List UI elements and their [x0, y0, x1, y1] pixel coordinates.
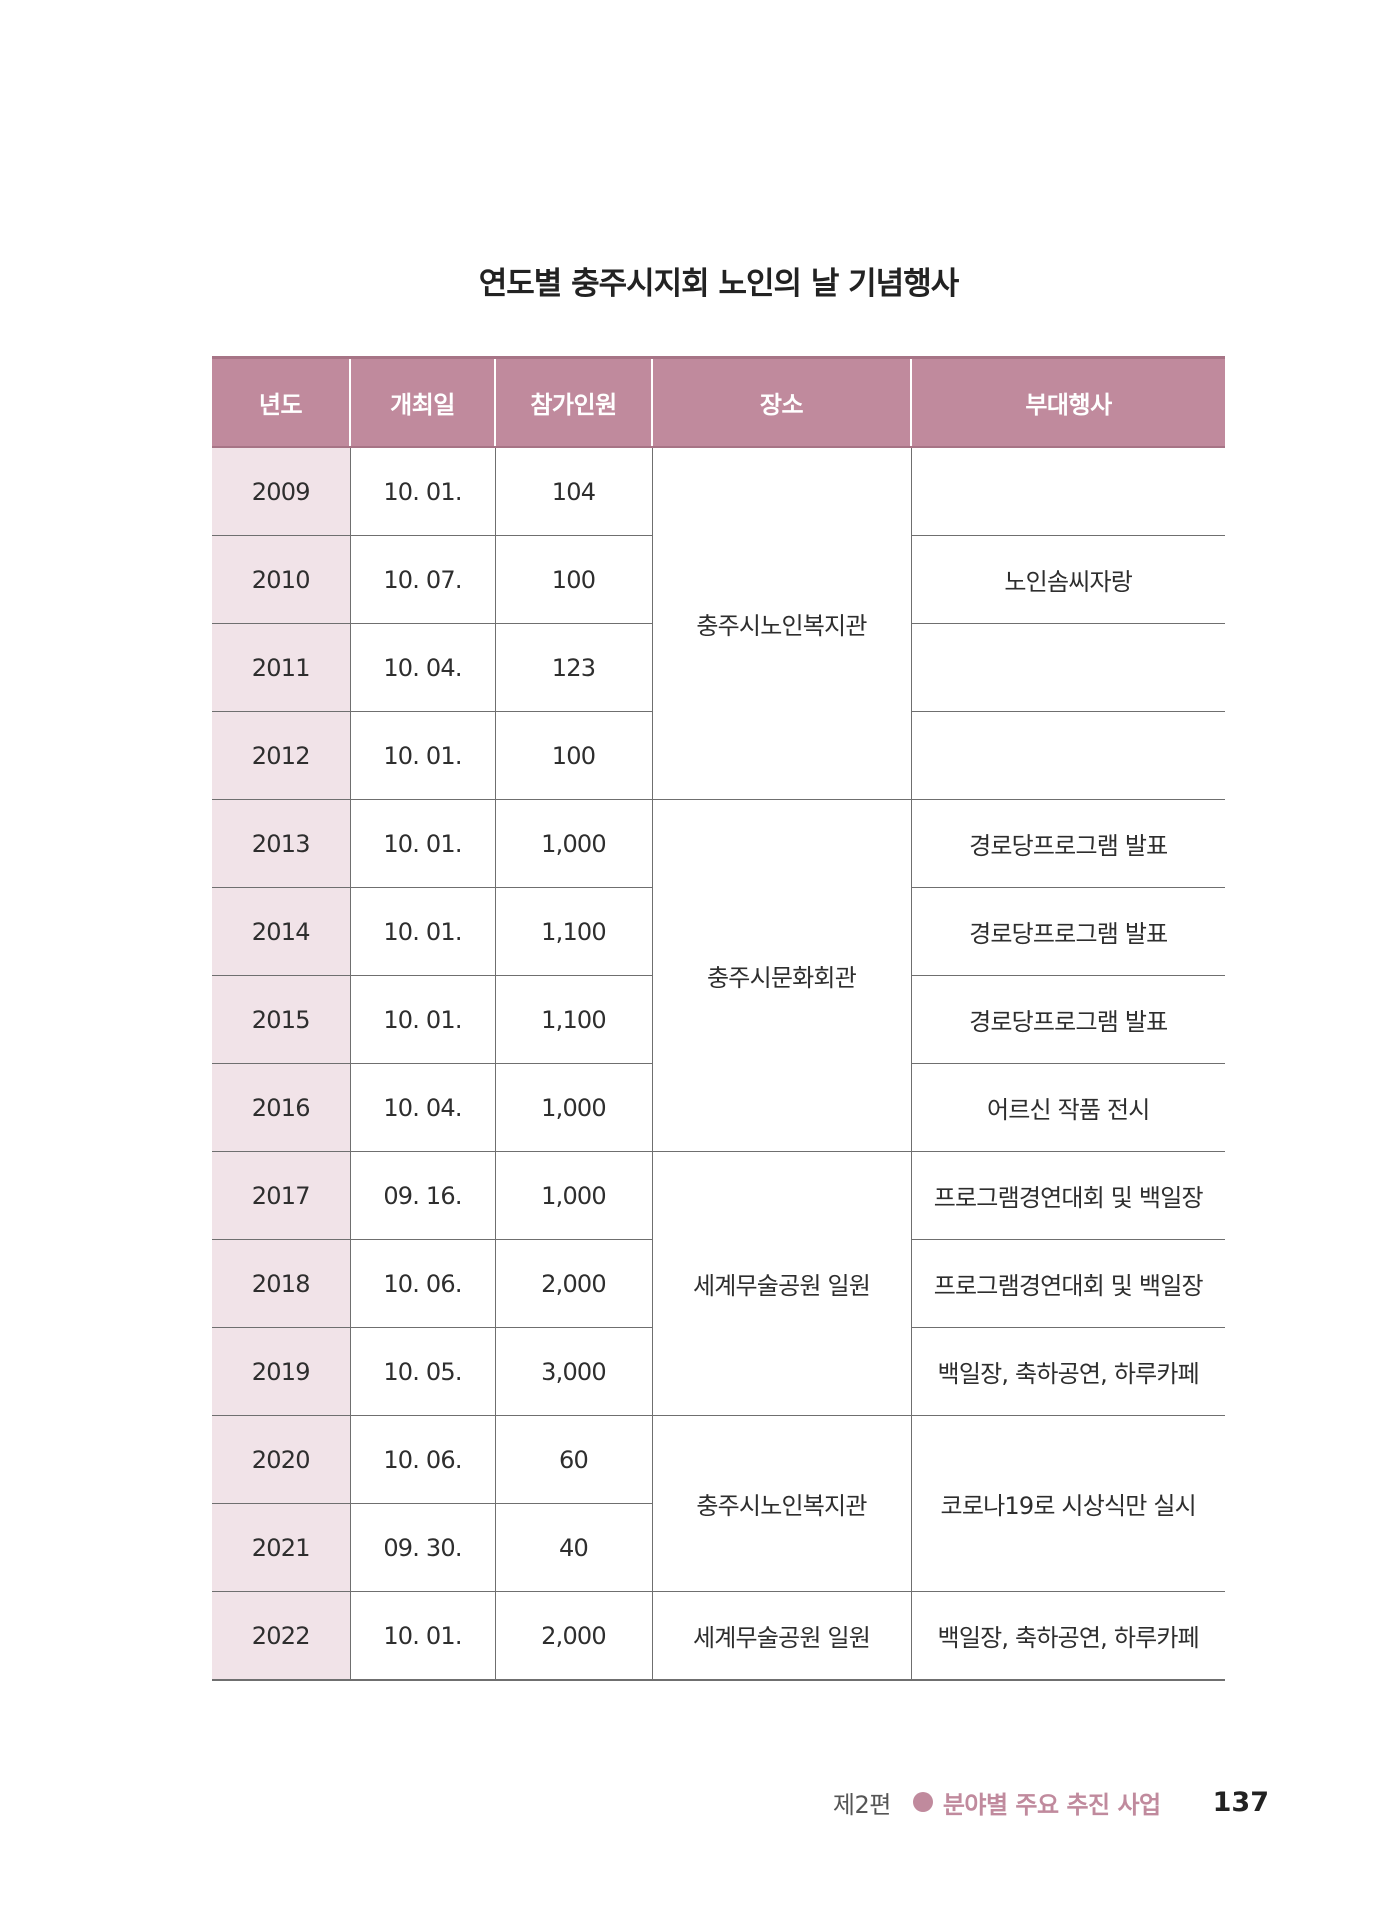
date-cell: 10. 04. [349, 1063, 496, 1152]
table-row: 2018 10. 06. 2,000 프로그램경연대회 및 백일장 [212, 1239, 1225, 1328]
table-row: 2010 10. 07. 100 노인솜씨자랑 [212, 535, 1225, 624]
venue-cell: 세계무술공원 일원 [651, 1591, 912, 1681]
page-title: 연도별 충주시지회 노인의 날 기념행사 [478, 266, 960, 302]
table-row: 2013 10. 01. 1,000 충주시문화회관 경로당프로그램 발표 [212, 799, 1225, 1152]
year-cell: 2019 [212, 1327, 351, 1416]
participants-cell: 1,100 [494, 975, 653, 1064]
date-cell: 10. 01. [349, 975, 496, 1064]
side-event-cell: 경로당프로그램 발표 [910, 887, 1225, 976]
side-event-cell [910, 446, 1225, 536]
page-footer: 제2편 분야별 주요 추진 사업 137 [833, 1782, 1269, 1822]
table-row: 2022 10. 01. 2,000 세계무술공원 일원 백일장, 축하공연, … [212, 1591, 1225, 1681]
table-header: 년도 개최일 참가인원 장소 부대행사 [212, 356, 1225, 448]
participants-cell: 100 [494, 535, 653, 624]
table-row: 2021 09. 30. 40 [212, 1503, 1225, 1592]
participants-cell: 1,100 [494, 887, 653, 976]
side-event-cell: 백일장, 축하공연, 하루카페 [910, 1327, 1225, 1416]
side-event-cell: 백일장, 축하공연, 하루카페 [910, 1591, 1225, 1681]
header-row: 년도 개최일 참가인원 장소 부대행사 [212, 356, 1225, 448]
header-venue: 장소 [651, 356, 911, 448]
year-cell: 2022 [212, 1591, 351, 1681]
year-cell: 2014 [212, 887, 351, 976]
date-cell: 10. 01. [349, 799, 496, 888]
participants-cell: 1,000 [494, 1063, 653, 1152]
year-cell: 2015 [212, 975, 351, 1064]
table-row: 2011 10. 04. 123 [212, 623, 1225, 712]
participants-cell: 3,000 [494, 1327, 653, 1416]
bullet-dot-icon [912, 1792, 933, 1812]
header-participants: 참가인원 [494, 356, 652, 448]
venue-cell: 충주시노인복지관 [651, 1415, 912, 1592]
side-event-cell [910, 623, 1225, 712]
date-cell: 10. 05. [349, 1327, 496, 1416]
participants-cell: 2,000 [494, 1591, 653, 1681]
side-event-cell [910, 711, 1225, 800]
venue-cell: 세계무술공원 일원 [651, 1151, 912, 1416]
side-event-cell: 노인솜씨자랑 [910, 535, 1225, 624]
footer-section-title: 분야별 주요 추진 사업 [942, 1790, 1161, 1819]
participants-cell: 2,000 [494, 1239, 653, 1328]
year-cell: 2011 [212, 623, 351, 712]
participants-cell: 1,000 [494, 799, 653, 888]
participants-cell: 100 [494, 711, 653, 800]
header-year: 년도 [212, 356, 350, 448]
side-event-cell: 경로당프로그램 발표 [910, 799, 1225, 888]
year-cell: 2010 [212, 535, 351, 624]
date-cell: 09. 16. [349, 1151, 496, 1240]
venue-cell: 충주시문화회관 [651, 799, 912, 1152]
year-cell: 2016 [212, 1063, 351, 1152]
page-number: 137 [1212, 1786, 1269, 1818]
date-cell: 09. 30. [349, 1503, 496, 1592]
venue-cell: 충주시노인복지관 [651, 446, 912, 800]
date-cell: 10. 04. [349, 623, 496, 712]
table-row: 2019 10. 05. 3,000 백일장, 축하공연, 하루카페 [212, 1327, 1225, 1416]
participants-cell: 40 [494, 1503, 652, 1592]
table-body: 2009 10. 01. 104 충주시노인복지관 2010 10. 07. 1… [212, 446, 1225, 1681]
year-cell: 2017 [212, 1151, 351, 1240]
table-row: 2014 10. 01. 1,100 경로당프로그램 발표 [212, 887, 1225, 976]
table-row: 2012 10. 01. 100 [212, 711, 1225, 800]
year-cell: 2013 [212, 799, 351, 888]
participants-cell: 123 [494, 623, 653, 712]
date-cell: 10. 01. [349, 446, 496, 536]
participants-cell: 1,000 [494, 1151, 653, 1240]
side-event-cell: 경로당프로그램 발표 [910, 975, 1225, 1064]
date-cell: 10. 01. [349, 1591, 496, 1681]
table-row: 2020 10. 06. 60 충주시노인복지관 코로나19로 시상식만 실시 [212, 1415, 1225, 1592]
side-event-cell: 프로그램경연대회 및 백일장 [910, 1239, 1225, 1328]
side-event-cell: 어르신 작품 전시 [910, 1063, 1225, 1152]
events-table: 년도 개최일 참가인원 장소 부대행사 2009 10. 01. 104 충주시… [212, 356, 1225, 1681]
year-cell: 2020 [212, 1415, 351, 1504]
year-cell: 2018 [212, 1239, 351, 1328]
table-row: 2015 10. 01. 1,100 경로당프로그램 발표 [212, 975, 1225, 1064]
year-cell: 2021 [212, 1503, 351, 1592]
date-cell: 10. 01. [349, 711, 496, 800]
date-cell: 10. 06. [349, 1415, 496, 1504]
header-date: 개최일 [349, 356, 495, 448]
date-cell: 10. 01. [349, 887, 496, 976]
table-row: 2009 10. 01. 104 충주시노인복지관 [212, 446, 1225, 800]
table-row: 2017 09. 16. 1,000 세계무술공원 일원 프로그램경연대회 및 … [212, 1151, 1225, 1416]
date-cell: 10. 07. [349, 535, 496, 624]
side-event-cell: 코로나19로 시상식만 실시 [910, 1415, 1225, 1592]
header-side-events: 부대행사 [910, 356, 1225, 448]
date-cell: 10. 06. [349, 1239, 496, 1328]
footer-part-label: 제2편 [832, 1790, 891, 1819]
year-cell: 2012 [212, 711, 351, 800]
side-event-cell: 프로그램경연대회 및 백일장 [910, 1151, 1225, 1240]
participants-cell: 60 [494, 1415, 653, 1504]
year-cell: 2009 [212, 446, 351, 536]
participants-cell: 104 [494, 446, 653, 536]
